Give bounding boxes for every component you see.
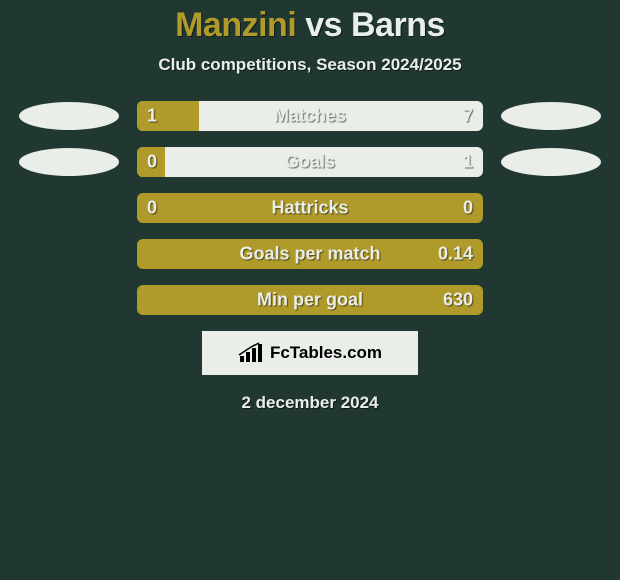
player1-name: Manzini <box>175 6 296 44</box>
stat-row: 0 Goals 1 <box>0 147 620 177</box>
stat-label: Hattricks <box>271 198 348 219</box>
logo-text: FcTables.com <box>270 343 382 363</box>
stat-label: Min per goal <box>257 290 363 311</box>
vs-text: vs <box>296 6 351 44</box>
stat-label: Matches <box>274 106 346 127</box>
stat-bar: Min per goal 630 <box>137 285 483 315</box>
stat-row: 0 Hattricks 0 <box>0 193 620 223</box>
stat-value-right: 0.14 <box>438 244 473 265</box>
source-logo[interactable]: FcTables.com <box>202 331 418 375</box>
stat-row: Min per goal 630 <box>0 285 620 315</box>
page-title: Manzini vs Barns <box>0 0 620 45</box>
player1-badge <box>19 148 119 176</box>
stat-value-left: 0 <box>147 152 157 173</box>
stat-bar: Goals per match 0.14 <box>137 239 483 269</box>
stat-bar: 1 Matches 7 <box>137 101 483 131</box>
stat-bar: 0 Goals 1 <box>137 147 483 177</box>
stat-value-right: 7 <box>463 106 473 127</box>
stat-value-right: 0 <box>463 198 473 219</box>
barchart-icon <box>238 342 266 364</box>
player2-badge <box>501 102 601 130</box>
player2-badge <box>501 148 601 176</box>
stat-value-left: 0 <box>147 198 157 219</box>
player1-badge <box>19 102 119 130</box>
stat-value-right: 630 <box>443 290 473 311</box>
subtitle: Club competitions, Season 2024/2025 <box>0 55 620 75</box>
stat-bar: 0 Hattricks 0 <box>137 193 483 223</box>
stat-value-left: 1 <box>147 106 157 127</box>
player2-name: Barns <box>351 6 445 44</box>
footer-date: 2 december 2024 <box>0 393 620 413</box>
stat-row: Goals per match 0.14 <box>0 239 620 269</box>
stats-container: 1 Matches 7 0 Goals 1 0 Hattricks 0 Goals per mat… <box>0 101 620 315</box>
stat-value-right: 1 <box>463 152 473 173</box>
stat-row: 1 Matches 7 <box>0 101 620 131</box>
stat-label: Goals <box>285 152 335 173</box>
stat-label: Goals per match <box>239 244 380 265</box>
